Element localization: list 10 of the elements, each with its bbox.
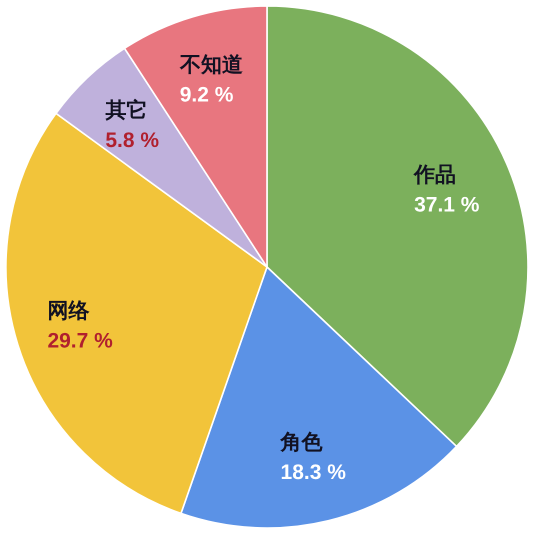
data-label: 9.2 %	[180, 83, 234, 106]
data-label: 5.8 %	[105, 129, 160, 152]
data-label: 18.3 %	[280, 461, 346, 484]
slice-label: 网络	[47, 298, 90, 322]
slice-label: 其它	[104, 98, 148, 122]
slice-label: 作品	[413, 162, 456, 187]
data-label: 29.7 %	[47, 329, 114, 352]
data-label: 37.1 %	[414, 194, 480, 217]
slice-label: 角色	[280, 430, 324, 454]
slice-label: 不知道	[178, 52, 243, 76]
